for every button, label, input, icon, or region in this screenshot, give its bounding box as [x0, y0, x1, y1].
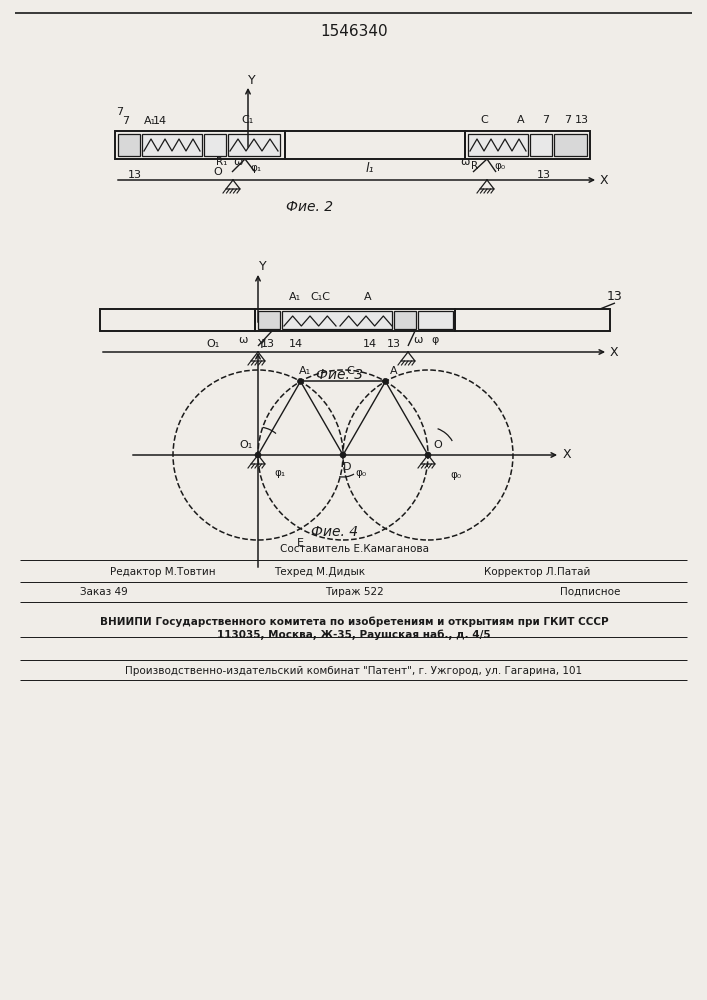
- Text: Тираж 522: Тираж 522: [325, 587, 383, 597]
- Text: 7: 7: [117, 107, 124, 117]
- Text: Производственно-издательский комбинат "Патент", г. Ужгород, ул. Гагарина, 101: Производственно-издательский комбинат "П…: [125, 666, 583, 676]
- Text: 113035, Москва, Ж-35, Раушская наб., д. 4/5: 113035, Москва, Ж-35, Раушская наб., д. …: [217, 630, 491, 640]
- Text: φ₁: φ₁: [274, 468, 286, 478]
- Text: 13: 13: [537, 170, 551, 180]
- Text: D: D: [343, 462, 351, 472]
- Text: E: E: [297, 538, 304, 548]
- Bar: [204, 134, 226, 156]
- Circle shape: [255, 452, 261, 458]
- Bar: [142, 134, 202, 156]
- Circle shape: [425, 452, 431, 458]
- Text: 14: 14: [363, 339, 377, 349]
- Text: ВНИИПИ Государственного комитета по изобретениям и открытиям при ГКИТ СССР: ВНИИПИ Государственного комитета по изоб…: [100, 617, 608, 627]
- Bar: [255, 309, 455, 331]
- Bar: [418, 311, 453, 329]
- Text: 13: 13: [575, 115, 589, 125]
- Text: φ: φ: [431, 335, 438, 345]
- Text: O: O: [214, 167, 223, 177]
- Bar: [258, 311, 280, 329]
- Text: Y: Y: [248, 74, 256, 87]
- Text: X: X: [609, 346, 619, 359]
- Text: Y: Y: [258, 338, 266, 352]
- Text: A₁: A₁: [144, 116, 156, 126]
- Text: Корректор Л.Патай: Корректор Л.Патай: [484, 567, 590, 577]
- Text: X: X: [563, 448, 571, 462]
- Bar: [118, 134, 140, 156]
- Text: Y: Y: [259, 260, 267, 273]
- Text: C: C: [480, 115, 488, 125]
- Text: A₁: A₁: [289, 292, 301, 302]
- Text: A: A: [364, 292, 372, 302]
- Text: O: O: [433, 440, 443, 450]
- Text: 13: 13: [387, 339, 401, 349]
- Text: O₁: O₁: [240, 440, 252, 450]
- Bar: [100, 309, 255, 331]
- Bar: [285, 131, 465, 159]
- Bar: [282, 311, 392, 329]
- Text: Составитель Е.Камаганова: Составитель Е.Камаганова: [279, 544, 428, 554]
- Text: φ₀: φ₀: [356, 468, 366, 478]
- Text: Фие. 4: Фие. 4: [312, 525, 358, 539]
- Text: Фие. 2: Фие. 2: [286, 200, 334, 214]
- Text: Техред М.Дидык: Техред М.Дидык: [274, 567, 366, 577]
- Text: 7: 7: [564, 115, 571, 125]
- Bar: [468, 134, 528, 156]
- Text: 13: 13: [607, 290, 623, 302]
- Text: C: C: [346, 366, 354, 376]
- Text: X: X: [600, 174, 608, 186]
- Bar: [530, 134, 552, 156]
- Text: A₁: A₁: [298, 366, 310, 376]
- Text: Фие. 3: Фие. 3: [317, 368, 363, 382]
- Text: 7: 7: [542, 115, 549, 125]
- Text: φ₀: φ₀: [494, 161, 506, 171]
- Bar: [465, 131, 590, 159]
- Text: 14: 14: [289, 339, 303, 349]
- Bar: [554, 134, 587, 156]
- Bar: [394, 311, 416, 329]
- Text: l₁: l₁: [366, 161, 374, 174]
- Text: 13: 13: [128, 170, 142, 180]
- Text: A: A: [390, 366, 397, 376]
- Text: φ₁: φ₁: [250, 163, 262, 173]
- Text: C₁C: C₁C: [310, 292, 330, 302]
- Circle shape: [382, 378, 389, 384]
- Text: ω: ω: [460, 157, 469, 167]
- Text: ω: ω: [238, 335, 247, 345]
- Text: Редактор М.Товтин: Редактор М.Товтин: [110, 567, 216, 577]
- Text: 7: 7: [122, 116, 129, 126]
- Text: A: A: [518, 115, 525, 125]
- Bar: [115, 131, 285, 159]
- Text: Заказ 49: Заказ 49: [80, 587, 128, 597]
- Text: R: R: [472, 161, 479, 171]
- Text: 14: 14: [153, 116, 167, 126]
- Text: Подписное: Подписное: [560, 587, 620, 597]
- Text: ω: ω: [233, 157, 243, 167]
- Text: R₁: R₁: [216, 157, 228, 167]
- Text: O₁: O₁: [206, 339, 220, 349]
- Circle shape: [340, 452, 346, 458]
- Bar: [455, 309, 610, 331]
- Text: φ₀: φ₀: [450, 470, 462, 480]
- Text: 13: 13: [261, 339, 275, 349]
- Text: C₁: C₁: [242, 115, 254, 125]
- Text: 1546340: 1546340: [320, 24, 388, 39]
- Text: ω: ω: [414, 335, 423, 345]
- Circle shape: [298, 378, 303, 384]
- Bar: [228, 134, 280, 156]
